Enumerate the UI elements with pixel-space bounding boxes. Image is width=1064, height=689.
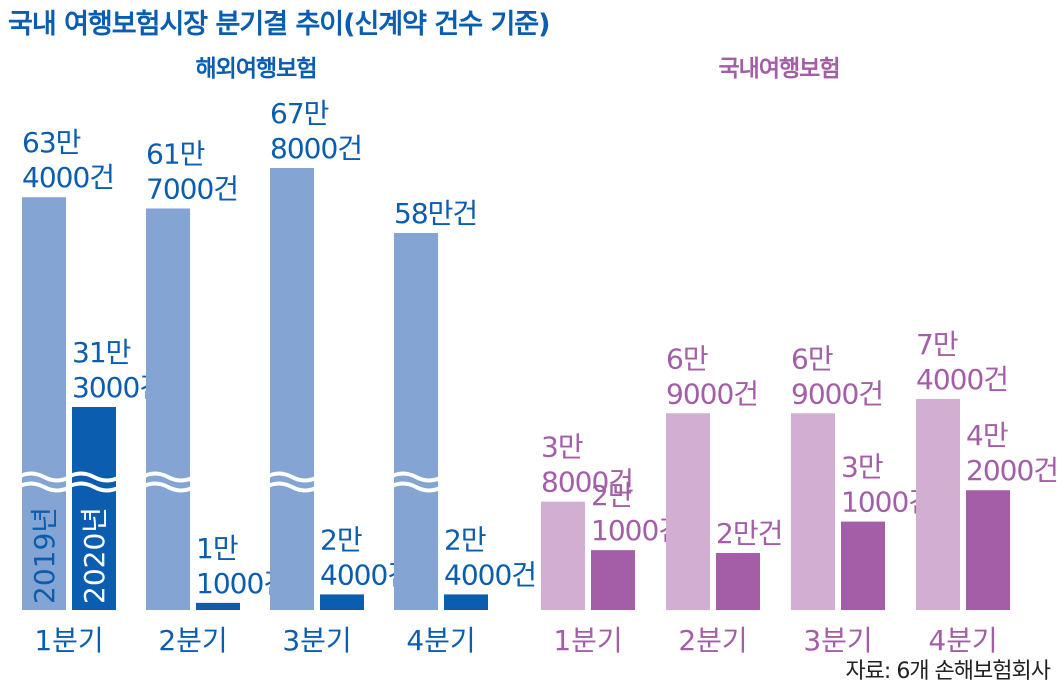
domestic-bar-2019-q2 (666, 413, 710, 610)
overseas-bar-2020-q3 (320, 594, 364, 610)
overseas-axis-break-q2 (141, 471, 195, 493)
overseas-bar-2019-q2 (146, 208, 190, 611)
domestic-label-2019-q4: 7만 4000건 (916, 328, 1008, 396)
overseas-label-2019-q3: 67만 8000건 (270, 97, 362, 165)
overseas-label-2020-q4: 2만 4000건 (444, 523, 536, 591)
domestic-group-label: 국내여행보험 (719, 56, 840, 82)
overseas-bar-2019-q1 (22, 197, 66, 611)
domestic-bar-2020-q2 (716, 552, 760, 610)
domestic-category-q3: 3분기 (803, 624, 872, 657)
overseas-label-2019-q4: 58만건 (394, 197, 477, 230)
overseas-category-q3: 3분기 (282, 624, 351, 657)
overseas-label-2019-q1: 63만 4000건 (22, 126, 114, 194)
overseas-axis-break-q4 (389, 471, 443, 493)
source-note: 자료: 6개 손해보험회사 (845, 659, 1051, 684)
domestic-bar-2020-q4 (966, 490, 1010, 610)
overseas-bar-2020-q2 (196, 602, 240, 610)
domestic-label-2019-q1: 3만 8000건 (541, 431, 633, 499)
legend-2020-label: 2020년 (78, 507, 111, 604)
overseas-group-label: 해외여행보험 (196, 56, 317, 82)
overseas-label-2019-q2: 61만 7000건 (146, 137, 238, 205)
overseas-category-q1: 1분기 (34, 624, 103, 657)
overseas-axis-break-q1 (17, 471, 71, 493)
domestic-label-2019-q3: 6만 9000건 (791, 342, 883, 410)
overseas-bar-2020-q4 (444, 594, 488, 610)
domestic-bar-2020-q1 (591, 550, 635, 610)
overseas-bar-2019-q3 (270, 168, 314, 610)
overseas-bar-2020-q1 (72, 407, 116, 610)
domestic-bar-2019-q1 (541, 501, 585, 610)
legend-2019-label: 2019년 (28, 507, 61, 604)
overseas-axis-break-q3 (265, 471, 319, 493)
overseas-category-q2: 2분기 (158, 624, 227, 657)
domestic-label-2020-q4: 4만 2000건 (966, 419, 1058, 487)
domestic-category-q1: 1분기 (553, 624, 622, 657)
overseas-bar-2019-q4 (394, 233, 438, 610)
overseas-axis-break-2020-q1 (67, 471, 121, 493)
domestic-bar-2019-q4 (916, 399, 960, 610)
chart-title: 국내 여행보험시장 분기결 추이(신계약 건수 기준) (8, 9, 550, 40)
domestic-label-2020-q2: 2만건 (716, 517, 782, 550)
domestic-bar-2019-q3 (791, 413, 835, 610)
domestic-bar-2020-q3 (841, 521, 885, 610)
domestic-category-q4: 4분기 (928, 624, 997, 657)
domestic-label-2019-q2: 6만 9000건 (666, 342, 758, 410)
overseas-category-q4: 4분기 (406, 624, 475, 657)
domestic-category-q2: 2분기 (678, 624, 747, 657)
